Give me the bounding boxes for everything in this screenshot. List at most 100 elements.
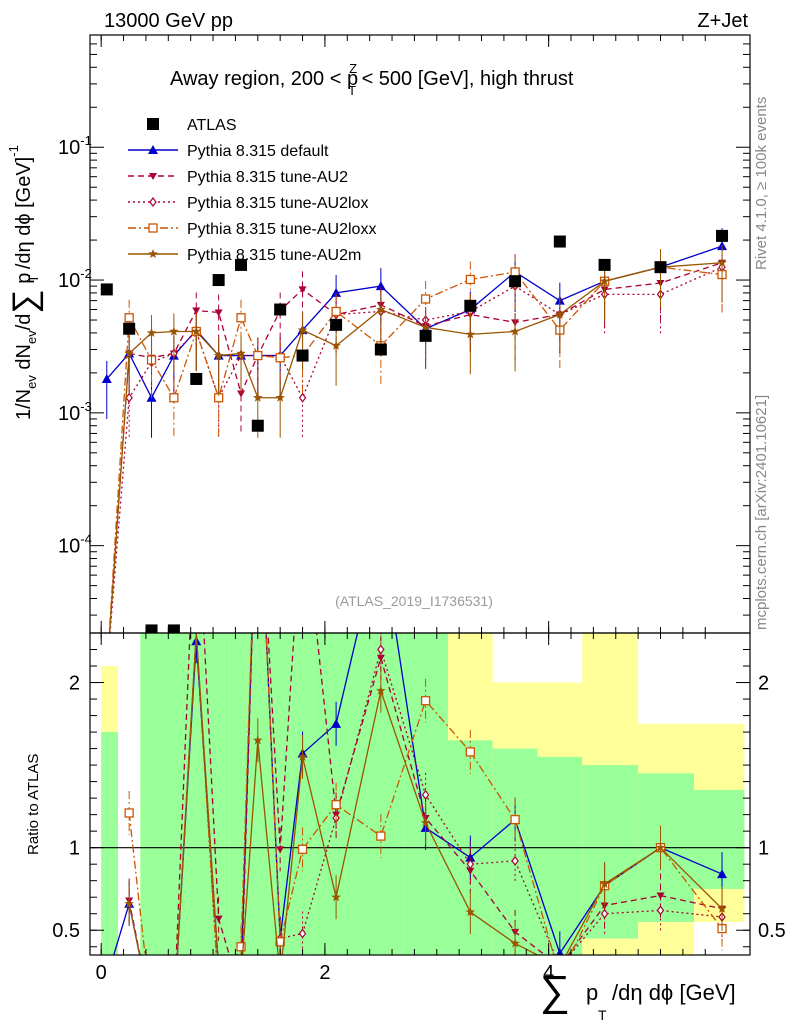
series-point: [465, 274, 475, 285]
atlas-point: [167, 624, 180, 633]
ratio-band-stat: [246, 633, 269, 955]
ratio-point: [377, 644, 385, 655]
ratio-point: [466, 867, 475, 875]
ratio-point: [421, 789, 430, 800]
ratio-point: [510, 814, 520, 825]
ratio-point: [331, 800, 341, 810]
atlas-point: [274, 303, 287, 316]
ratio-point: [717, 869, 728, 879]
ratio-point: [214, 915, 223, 923]
ratio-tick-label: 1: [69, 838, 80, 860]
ratio-point: [331, 892, 341, 902]
x-tick-label: 4: [543, 962, 554, 984]
axes-ticks: 0 2 4 10-1 10-2 10-3 10-4 0.5 0.5 1 1 2 2: [52, 35, 786, 984]
main-panel-content: [100, 228, 729, 633]
ratio-tick-label-right: 2: [758, 673, 769, 695]
svg-text:/dη dϕ [GeV]: /dη dϕ [GeV]: [612, 980, 736, 1005]
svg-text:p: p: [586, 980, 598, 1005]
ratio-point: [420, 696, 431, 706]
ratio-band-stat: [207, 633, 230, 955]
analysis-id: (ATLAS_2019_I1736531): [335, 593, 493, 609]
series-2: [109, 249, 726, 633]
ratio-point: [465, 747, 475, 757]
series-point: [253, 392, 263, 402]
series-point: [213, 350, 224, 360]
series-point: [214, 309, 223, 317]
series-point: [376, 304, 386, 314]
ratio-point: [465, 907, 476, 917]
series-point: [331, 287, 342, 297]
series-point: [375, 281, 386, 291]
series-point: [275, 392, 285, 402]
ratio-panel-frame: [89, 632, 751, 956]
series-point: [236, 348, 246, 358]
y-tick-label: 10-4: [58, 532, 92, 558]
ratio-point: [124, 898, 134, 908]
series-line: [108, 262, 723, 633]
atlas-point: [296, 349, 309, 362]
atlas-point: [235, 258, 248, 271]
y-axis-title-ratio: Ratio to ATLAS: [25, 754, 42, 855]
ratio-point: [510, 938, 520, 948]
series-point: [331, 340, 341, 350]
atlas-point: [509, 275, 522, 288]
series-point: [253, 350, 263, 361]
atlas-point: [330, 318, 343, 331]
y-tick-label: 10-1: [58, 133, 92, 159]
atlas-point: [598, 258, 611, 271]
series-point: [236, 313, 246, 323]
series-point: [510, 326, 520, 336]
ratio-point: [236, 942, 246, 952]
legend-marker: [148, 223, 158, 233]
legend-marker: [148, 145, 158, 154]
ratio-point: [466, 859, 475, 870]
series-point: [297, 325, 308, 335]
atlas-point: [654, 261, 667, 274]
ratio-series-line: [128, 633, 723, 955]
ratio-point: [511, 855, 519, 866]
ratio-tick-label: 2: [69, 673, 80, 695]
legend-marker: [149, 197, 157, 207]
series-point: [146, 327, 157, 337]
y-axis-title-main: 1/Nev dNev/d∑ pT /dη dϕ [GeV]-1: [6, 145, 44, 420]
series-point: [275, 353, 285, 363]
series-3: [108, 249, 727, 633]
atlas-point: [145, 624, 158, 633]
series-point: [555, 309, 565, 319]
ratio-band-stat: [101, 732, 118, 955]
ratio-point: [465, 852, 476, 862]
series-point: [599, 276, 610, 286]
atlas-point: [190, 372, 203, 385]
legend-label: Pythia 8.315 default: [187, 143, 329, 160]
atlas-point: [716, 229, 729, 242]
series-point: [124, 313, 134, 323]
ratio-band-stat: [140, 633, 186, 955]
ratio-point: [376, 685, 386, 695]
ratio-panel-content: [90, 633, 750, 955]
legend-label: ATLAS: [187, 117, 237, 134]
svg-text:∑: ∑: [540, 967, 570, 1014]
ratio-point: [298, 928, 307, 939]
series-point: [101, 373, 112, 383]
ratio-point: [556, 948, 564, 955]
atlas-point: [553, 235, 566, 248]
legend-marker: [147, 118, 159, 130]
ratio-point: [297, 751, 308, 761]
ratio-series-4: [124, 633, 727, 955]
ratio-band-stat: [291, 633, 314, 955]
ratio-point: [420, 817, 431, 827]
x-tick-label: 2: [319, 962, 330, 984]
series-line: [108, 262, 723, 633]
legend-marker: [149, 173, 157, 180]
ratio-tick-label-right: 1: [758, 838, 769, 860]
ratio-point: [124, 808, 134, 818]
series-point: [510, 267, 520, 277]
x-tick-label: 0: [96, 962, 107, 984]
series-point: [717, 257, 727, 267]
atlas-point: [419, 329, 432, 342]
series-point: [169, 326, 179, 336]
series-point: [298, 392, 307, 403]
atlas-point: [212, 274, 225, 287]
atlas-point: [464, 299, 477, 312]
